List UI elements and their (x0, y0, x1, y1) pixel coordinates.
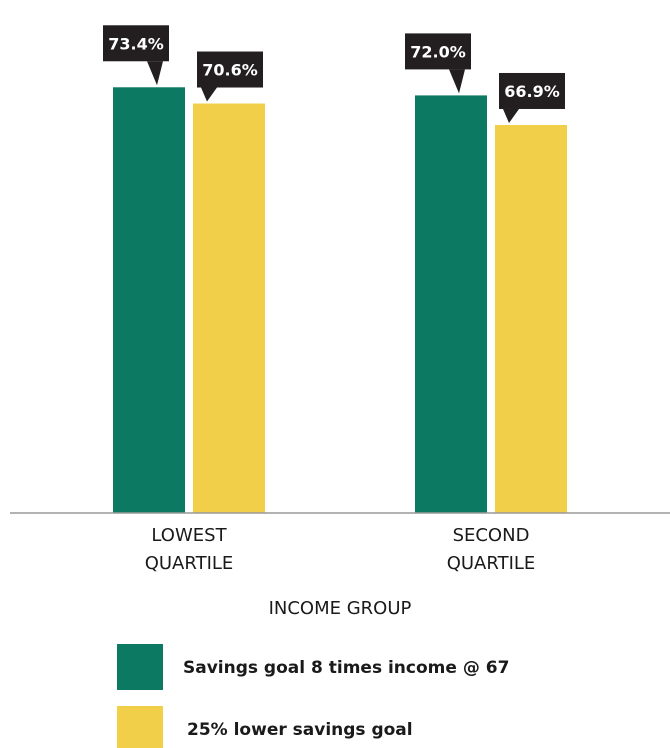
category-labels-layer: LOWEST QUARTILE SECOND QUARTILE (145, 525, 536, 574)
category-label-1-line-2: QUARTILE (145, 553, 234, 574)
data-label-2-1: 70.6% (197, 51, 263, 102)
data-label-text: 73.4% (108, 34, 164, 53)
bar-goal-1 (113, 87, 185, 513)
data-label-box (405, 33, 471, 70)
legend-swatch-1 (117, 644, 163, 690)
bar-lower-goal-2 (495, 124, 567, 513)
data-label-2-2: 66.9% (499, 72, 565, 123)
legend-label-2: 25% lower savings goal (187, 720, 413, 740)
bars-layer (113, 87, 567, 514)
data-label-1-1: 73.4% (103, 25, 169, 86)
bar-lower-goal-1 (193, 103, 265, 514)
category-label-2-line-2: QUARTILE (447, 553, 536, 574)
category-label-2-line-1: SECOND (453, 525, 530, 546)
category-label-1-line-1: LOWEST (151, 525, 227, 546)
data-label-pointer (147, 61, 163, 86)
legend-label-1: Savings goal 8 times income @ 67 (183, 658, 509, 678)
legend: Savings goal 8 times income @ 67 25% lowe… (117, 644, 509, 748)
data-label-pointer (503, 108, 519, 123)
data-labels-layer: 73.4% 72.0% 70.6% 66.9% (103, 25, 565, 123)
data-label-1-2: 72.0% (405, 33, 471, 94)
x-axis-title: INCOME GROUP (269, 598, 412, 619)
data-label-pointer (201, 87, 217, 102)
legend-swatch-2 (117, 706, 163, 748)
data-label-box (499, 72, 565, 109)
data-label-pointer (449, 69, 465, 94)
data-label-box (103, 25, 169, 62)
data-label-text: 70.6% (202, 61, 258, 80)
data-label-text: 66.9% (504, 82, 560, 101)
data-label-text: 72.0% (410, 42, 466, 61)
bar-goal-2 (415, 95, 487, 514)
data-label-box (197, 51, 263, 88)
